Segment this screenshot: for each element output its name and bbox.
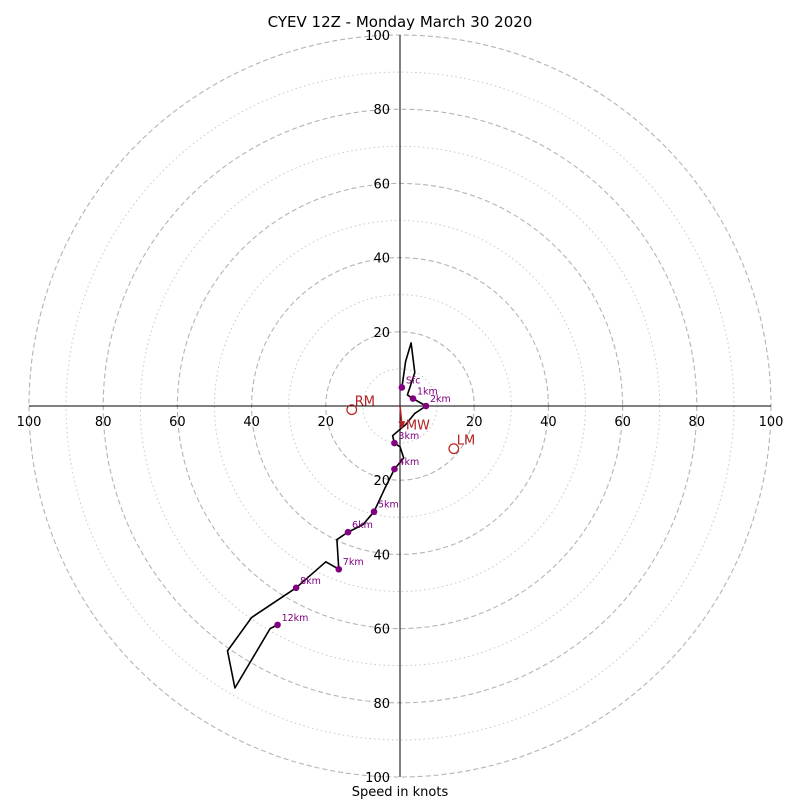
tick-label-bottom: 40 [373, 548, 390, 563]
height-marker-dot [274, 621, 281, 629]
rm-label: RM [355, 395, 375, 410]
height-marker-label: 2km [430, 394, 451, 405]
storm-motion-markers: MW RM LM [346, 395, 475, 455]
height-marker-dot [398, 384, 406, 391]
rm-marker [346, 404, 358, 416]
tick-label-left: 80 [95, 415, 112, 430]
tick-label-right: 40 [540, 415, 557, 430]
lm-marker [448, 443, 460, 455]
height-marker-label: 1km [417, 387, 438, 398]
mean-wind-arrowhead [398, 421, 406, 430]
x-axis-label: Speed in knots [352, 785, 449, 800]
tick-label-right: 20 [466, 415, 483, 430]
tick-label-left: 20 [318, 415, 335, 430]
lm-label: LM [457, 434, 475, 449]
height-marker-dot [422, 402, 430, 410]
height-marker-label: 4km [398, 457, 419, 468]
height-marker-label: 5km [378, 500, 399, 511]
height-marker-dot [344, 528, 352, 536]
tick-label-right: 80 [689, 415, 706, 430]
tick-label-top: 40 [373, 252, 390, 267]
tick-label-bottom: 80 [373, 697, 390, 712]
tick-label-left: 40 [243, 415, 260, 430]
height-marker-dot [292, 584, 300, 592]
height-marker-label: 12km [282, 613, 309, 624]
height-marker-dot [409, 395, 417, 402]
height-marker-dot [370, 508, 378, 516]
tick-label-top: 20 [373, 326, 390, 341]
tick-label-bottom: 100 [365, 771, 390, 786]
tick-label-right: 100 [759, 415, 784, 430]
chart-title: CYEV 12Z - Monday March 30 2020 [268, 13, 533, 31]
height-marker-label: 8km [300, 576, 321, 587]
height-marker-dot [391, 439, 398, 447]
height-marker-label: 7km [343, 557, 364, 568]
height-marker-dot [335, 565, 343, 573]
tick-label-bottom: 60 [373, 623, 390, 638]
tick-label-top: 100 [365, 29, 390, 44]
height-marker-label: 6km [352, 520, 373, 531]
height-marker-dot [391, 465, 398, 473]
tick-labels: 100 80 60 40 20 20 40 60 80 100204060801002040608… [17, 29, 784, 786]
height-marker-label: Sfc [406, 375, 421, 386]
height-marker-label: 3km [398, 431, 419, 442]
tick-label-right: 60 [614, 415, 631, 430]
mean-wind-label: MW [406, 418, 430, 433]
tick-label-top: 80 [373, 103, 390, 118]
tick-label-top: 60 [373, 177, 390, 192]
tick-label-left: 60 [169, 415, 186, 430]
mean-wind-arrow [399, 405, 403, 425]
tick-label-left: 100 [17, 415, 42, 430]
